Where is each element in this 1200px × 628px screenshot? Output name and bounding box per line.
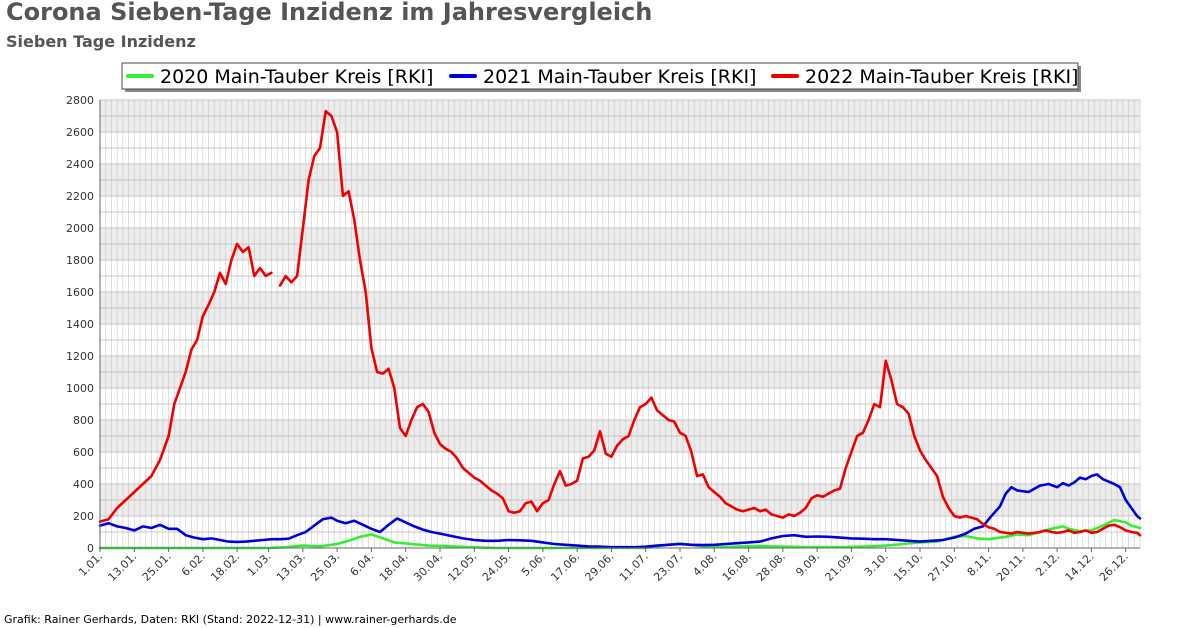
y-tick-label: 0 [87,542,94,555]
x-tick-label: 28.08. [754,550,788,584]
credit-footer: Grafik: Rainer Gerhards, Daten: RKI (Sta… [4,613,457,626]
legend-label: 2022 Main-Tauber Kreis [RKI] [805,66,1078,88]
y-tick-label: 2400 [66,158,94,171]
y-tick-label: 2000 [66,222,94,235]
x-tick-label: 15.10. [891,550,925,584]
x-tick-label: 2.12. [1033,550,1062,579]
x-tick-label: 25.01. [140,550,174,584]
y-tick-label: 2800 [66,94,94,107]
legend-label: 2020 Main-Tauber Kreis [RKI] [160,66,433,88]
x-tick-label: 20.11. [994,550,1028,584]
y-tick-label: 800 [73,414,94,427]
series-line-1 [98,518,1142,550]
x-tick-label: 13.01. [105,550,139,584]
x-tick-label: 1.01. [76,550,105,579]
y-tick-label: 600 [73,446,94,459]
x-tick-label: 6.04. [348,550,377,579]
y-tick-label: 1000 [66,382,94,395]
y-tick-label: 200 [73,510,94,523]
series-layer [98,109,1142,550]
x-tick-label: 16.08. [720,550,754,584]
y-tick-label: 2600 [66,126,94,139]
y-tick-label: 2200 [66,190,94,203]
x-tick-label: 12.05. [445,550,479,584]
x-tick-label: 17.06. [548,550,582,584]
series-line-2 [98,473,1142,549]
legend-box [121,62,1079,90]
x-tick-label: 27.10. [925,550,959,584]
x-tick-label: 21.09. [823,550,857,584]
x-tick-label: 25.03. [308,550,342,584]
x-tick-label: 18.02. [208,550,242,584]
x-tick-label: 26.12. [1097,550,1131,584]
y-tick-label: 400 [73,478,94,491]
x-tick-label: 29.06. [583,550,617,584]
x-tick-label: 4.08. [690,550,719,579]
y-tick-label: 1200 [66,350,94,363]
legend-label: 2021 Main-Tauber Kreis [RKI] [483,66,756,88]
x-tick-label: 24.05. [480,550,514,584]
y-tick-label: 1800 [66,254,94,267]
x-tick-label: 6.02. [179,550,208,579]
chart-legend: 2020 Main-Tauber Kreis [RKI] 2021 Main-Ta… [121,62,1081,92]
chart-grid [99,99,1141,549]
x-tick-label: 30.04. [411,550,445,584]
x-tick-label: 13.03. [274,550,308,584]
chart-subtitle: Sieben Tage Inzidenz [6,32,196,51]
x-tick-label: 8.11. [965,550,994,579]
x-tick-label: 9.09. [793,550,822,579]
x-tick-label: 1.03. [245,550,274,579]
y-tick-label: 1600 [66,286,94,299]
x-tick-label: 23.07. [651,550,685,584]
series-line-3 [98,109,1142,537]
x-tick-label: 5.06. [519,550,548,579]
x-tick-label: 18.04. [377,550,411,584]
y-tick-label: 1400 [66,318,94,331]
x-tick-label: 11.07. [617,550,651,584]
chart-title: Corona Sieben-Tage Inzidenz im Jahresver… [6,0,653,26]
x-tick-label: 14.12. [1063,550,1097,584]
x-tick-label: 3.10. [862,550,891,579]
